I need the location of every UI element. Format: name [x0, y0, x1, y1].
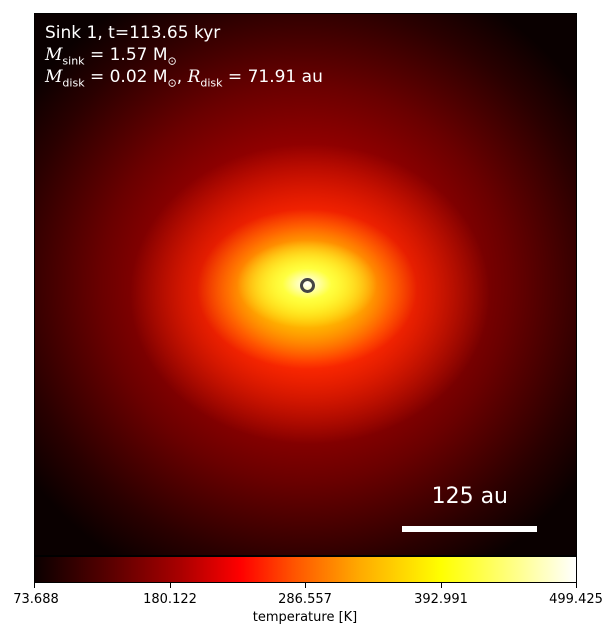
colorbar-tick-label: 286.557: [278, 592, 332, 607]
colorbar-tick-label: 180.122: [143, 592, 197, 607]
sink-time-label: Sink 1, t=113.65 kyr: [45, 23, 221, 43]
temperature-map: Sink 1, t=113.65 kyr Msink = 1.57 M⊙ Mdi…: [34, 13, 577, 556]
colorbar-tick: [170, 583, 171, 588]
sink-mass-label: Msink = 1.57 M⊙: [45, 45, 177, 68]
disk-properties-label: Mdisk = 0.02 M⊙, Rdisk = 71.91 au: [45, 67, 323, 90]
scale-bar: [402, 526, 537, 532]
colorbar-tick-label: 392.991: [414, 592, 468, 607]
scale-bar-label: 125 au: [431, 484, 508, 509]
colorbar-label: temperature [K]: [252, 610, 358, 625]
colorbar: [34, 556, 577, 583]
colorbar-tick: [34, 583, 35, 588]
colorbar-tick: [576, 583, 577, 588]
colorbar-tick: [305, 583, 306, 588]
sink-marker: [300, 278, 315, 293]
colorbar-tick-label: 499.425: [549, 592, 603, 607]
colorbar-tick-label: 73.688: [13, 592, 59, 607]
colorbar-tick: [441, 583, 442, 588]
